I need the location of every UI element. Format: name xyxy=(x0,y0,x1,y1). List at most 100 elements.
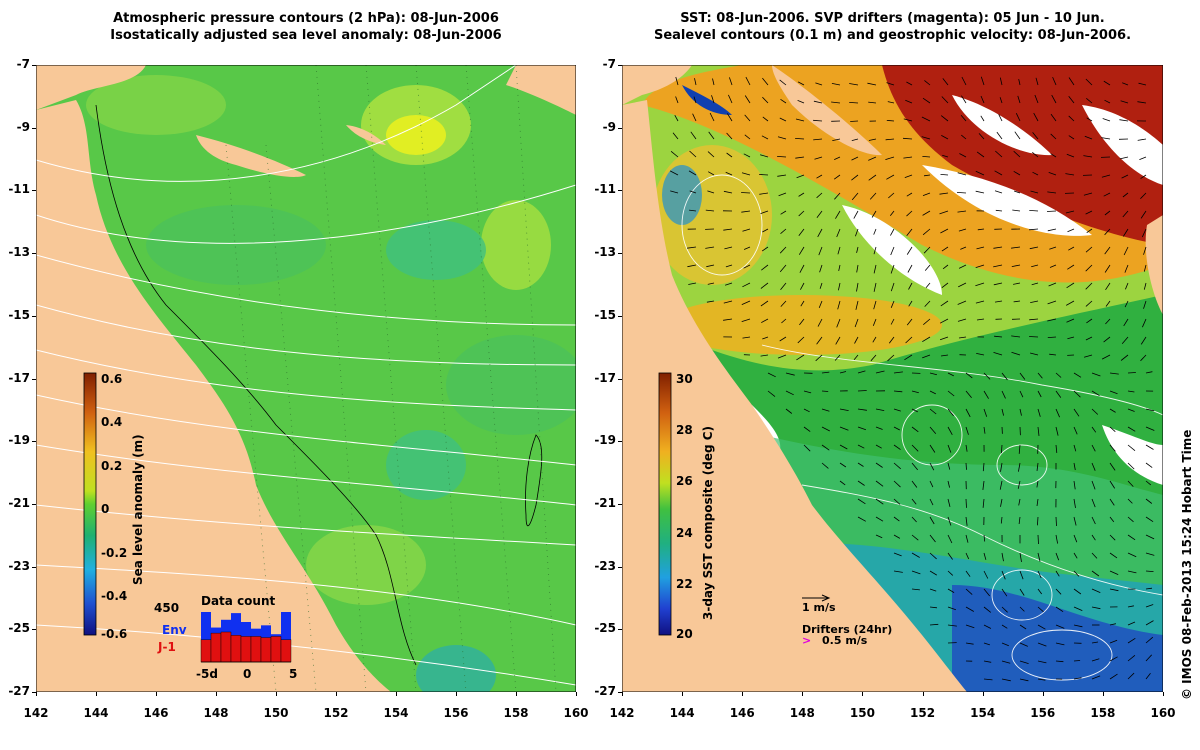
velocity-arrow xyxy=(1091,480,1096,490)
latitude-tick xyxy=(618,315,622,317)
velocity-arrow xyxy=(708,131,715,140)
velocity-arrow xyxy=(1109,426,1116,432)
velocity-arrow xyxy=(1068,77,1075,86)
velocity-arrow xyxy=(1055,660,1064,663)
velocity-arrow xyxy=(929,516,935,525)
velocity-arrow xyxy=(819,282,823,289)
velocity-arrow xyxy=(890,264,895,274)
velocity-arrow xyxy=(1101,174,1111,178)
latitude-tick-label: -13 xyxy=(8,245,30,260)
velocity-arrow xyxy=(975,282,985,287)
velocity-arrow xyxy=(1109,534,1116,541)
velocity-arrow xyxy=(922,228,931,236)
velocity-arrow xyxy=(1073,624,1083,628)
velocity-arrow xyxy=(1127,462,1135,470)
velocity-arrow xyxy=(1109,673,1118,680)
longitude-tick xyxy=(396,692,397,696)
velocity-arrow xyxy=(780,210,787,215)
sst-map: 30 28 26 24 22 20 3-day SST composite (d… xyxy=(622,65,1163,692)
velocity-arrow xyxy=(1137,101,1147,104)
legend-j1: J-1 xyxy=(157,640,176,654)
velocity-arrow xyxy=(723,300,733,304)
latitude-tick xyxy=(32,629,36,631)
colorbar-tick: -0.2 xyxy=(101,546,127,560)
velocity-arrow xyxy=(741,300,751,305)
velocity-arrow xyxy=(947,516,952,526)
velocity-arrow xyxy=(1067,228,1075,233)
velocity-arrow xyxy=(1125,282,1129,290)
velocity-arrow xyxy=(1120,100,1129,104)
latitude-tick-label: -11 xyxy=(594,182,616,197)
velocity-arrow xyxy=(1032,151,1039,158)
velocity-arrow xyxy=(1119,119,1129,122)
velocity-arrow xyxy=(744,134,751,140)
velocity-arrow xyxy=(1011,335,1021,338)
velocity-arrow xyxy=(888,336,895,344)
longitude-tick xyxy=(862,692,864,696)
velocity-arrow xyxy=(689,150,697,158)
velocity-arrow xyxy=(983,390,989,399)
legend-env: Env xyxy=(162,623,187,637)
velocity-arrow xyxy=(1127,672,1135,680)
velocity-arrow xyxy=(687,264,697,268)
velocity-arrow xyxy=(1122,210,1129,218)
latitude-tick xyxy=(618,692,622,693)
velocity-arrow xyxy=(693,96,697,104)
velocity-arrow xyxy=(1055,444,1058,453)
velocity-arrow xyxy=(1145,516,1154,523)
velocity-arrow xyxy=(707,282,715,285)
data-count-inset: Data count 450 Env J-1 -5d 0 5 xyxy=(154,594,297,681)
right-map-title: SST: 08-Jun-2006. SVP drifters (magenta)… xyxy=(620,10,1165,44)
velocity-arrow xyxy=(983,624,992,629)
velocity-arrow xyxy=(1037,570,1042,579)
latitude-tick-label: -27 xyxy=(8,684,30,698)
velocity-arrow xyxy=(965,372,973,379)
velocity-arrow xyxy=(1049,353,1057,356)
velocity-arrow xyxy=(813,119,823,122)
longitude-tick-label: 148 xyxy=(789,706,815,720)
velocity-arrow xyxy=(1091,408,1099,415)
velocity-arrow xyxy=(875,426,883,430)
velocity-arrow xyxy=(890,300,895,308)
velocity-arrow xyxy=(819,264,823,273)
velocity-arrow xyxy=(868,156,877,161)
velocity-arrow xyxy=(1101,354,1111,360)
velocity-legend-label: 1 m/s xyxy=(802,601,836,614)
longitude-tick xyxy=(336,692,337,696)
velocity-arrow xyxy=(767,390,776,397)
velocity-arrow xyxy=(1103,80,1111,86)
velocity-arrow xyxy=(1140,192,1147,199)
velocity-arrow xyxy=(728,94,733,104)
velocity-arrow xyxy=(1073,426,1078,435)
velocity-arrow xyxy=(855,228,859,237)
velocity-arrow xyxy=(929,588,937,592)
velocity-arrow xyxy=(983,570,989,579)
velocity-arrow xyxy=(942,154,949,158)
velocity-arrow xyxy=(780,228,787,235)
velocity-arrow xyxy=(875,534,883,539)
velocity-arrow xyxy=(743,153,751,158)
velocity-arrow xyxy=(947,534,953,544)
velocity-arrow xyxy=(975,170,985,176)
velocity-arrow xyxy=(1145,587,1153,590)
velocity-arrow xyxy=(1019,552,1022,562)
left-map-title: Atmospheric pressure contours (2 hPa): 0… xyxy=(36,10,576,44)
velocity-arrow xyxy=(1029,318,1039,321)
velocity-arrow xyxy=(839,480,846,486)
velocity-arrow xyxy=(922,336,931,343)
velocity-arrow xyxy=(1055,642,1065,646)
velocity-arrow xyxy=(785,408,793,414)
velocity-arrow xyxy=(1073,390,1081,398)
velocity-arrow xyxy=(1001,642,1009,647)
velocity-arrow xyxy=(1091,641,1099,644)
velocity-arrow xyxy=(759,154,769,158)
velocity-arrow xyxy=(1141,228,1147,238)
velocity-arrow xyxy=(873,228,877,235)
velocity-arrow xyxy=(890,318,895,325)
velocity-arrow xyxy=(875,462,883,468)
velocity-arrow xyxy=(744,95,751,104)
velocity-arrow xyxy=(1073,462,1076,471)
velocity-arrow xyxy=(1073,408,1080,417)
velocity-arrow xyxy=(923,318,931,326)
velocity-arrow xyxy=(980,115,985,122)
